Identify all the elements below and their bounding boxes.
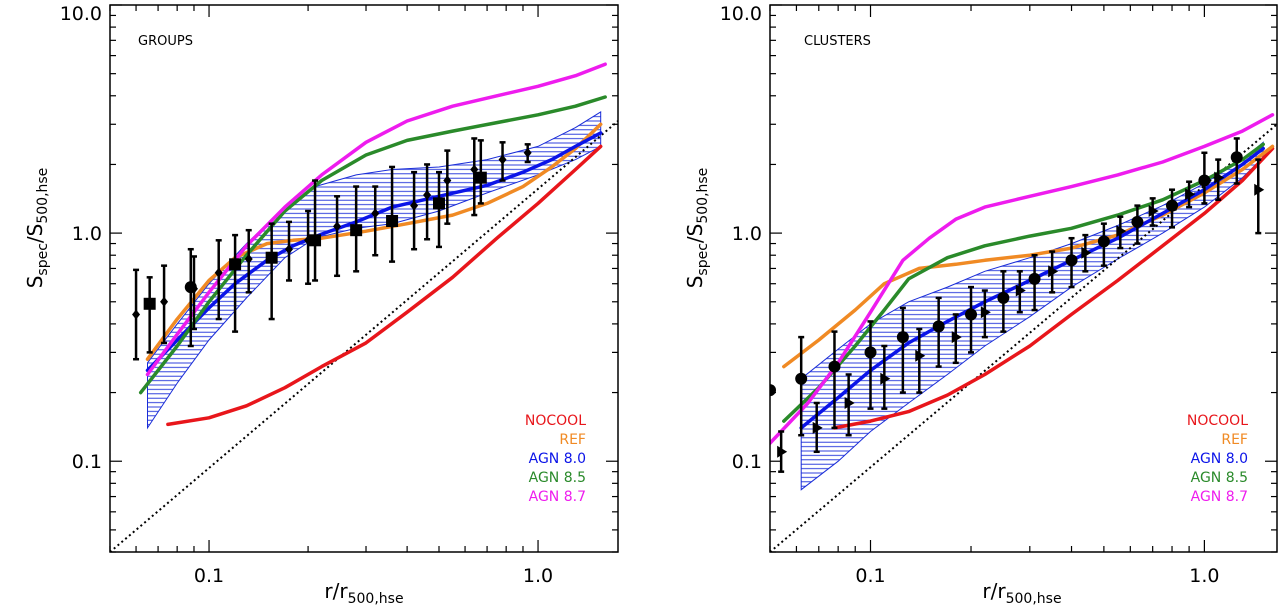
legend-entry-agn-8-5: AGN 8.5: [529, 470, 586, 486]
data-point-circle: [1230, 137, 1243, 185]
data-point-triangle: [1015, 270, 1026, 314]
data-point-circle: [896, 306, 909, 394]
data-point-diamond: [333, 195, 342, 278]
data-point-diamond: [443, 149, 452, 225]
x-axis-label-groups: r/r500,hse: [324, 579, 403, 606]
panel-groups: 0.1 1.0 0.1 1.0 10.0 GROUPS r/r500,hse Sspec…: [23, 3, 619, 606]
data-point-square: [309, 179, 322, 282]
uncertainty-band: [147, 110, 602, 430]
data-point-square: [350, 185, 363, 273]
legend-clusters: NOCOOL REF AGN 8.0 AGN 8.5 AGN 8.7: [1187, 413, 1248, 505]
x-tick-label: 0.1: [194, 565, 224, 587]
data-point-diamond: [423, 163, 432, 241]
series-line-agn-8-5: [782, 142, 1265, 423]
data-point-circle: [795, 335, 808, 437]
data-point-triangle: [1116, 215, 1127, 250]
axes-clusters: 0.1 1.0 0.1 1.0 10.0: [720, 3, 1278, 587]
data-point-diamond: [160, 264, 169, 345]
y-tick-label: 0.1: [72, 451, 102, 473]
legend-entry-nocool: NOCOOL: [525, 413, 586, 429]
data-point-square: [474, 139, 487, 205]
legend-entry-agn-8-7: AGN 8.7: [1191, 489, 1248, 505]
legend-entry-agn-8-5: AGN 8.5: [1191, 470, 1248, 486]
legend-entry-agn-8-0: AGN 8.0: [1191, 451, 1248, 467]
y-tick-label: 10.0: [720, 3, 762, 25]
reference-line: [110, 120, 618, 552]
series-line-nocool: [832, 146, 1275, 430]
series-line-agn-8-5: [138, 95, 607, 395]
data-point-triangle: [1214, 158, 1225, 202]
data-point-triangle: [777, 430, 788, 473]
data-point-triangle: [915, 327, 926, 394]
data-point-triangle: [1185, 180, 1196, 209]
data-point-triangle: [844, 373, 855, 437]
legend-entry-nocool: NOCOOL: [1187, 413, 1248, 429]
data-point-circle: [1097, 222, 1110, 267]
data-point-square: [386, 165, 399, 263]
panel-label-clusters: CLUSTERS: [804, 34, 871, 49]
data-point-diamond: [214, 239, 223, 321]
data-point-circle: [1198, 151, 1211, 205]
plot-frame: [109, 4, 619, 553]
legend-entry-ref: REF: [559, 432, 586, 448]
plot-area-clusters: [770, 113, 1277, 552]
data-point-circle: [965, 285, 978, 354]
data-point-diamond: [410, 170, 419, 251]
x-axis-label-clusters: r/r500,hse: [982, 579, 1061, 606]
data-point-triangle: [812, 401, 823, 454]
data-point-square: [265, 222, 278, 321]
data-point-circle: [828, 330, 841, 430]
data-point-circle: [864, 320, 877, 410]
data-point-diamond: [189, 255, 198, 331]
data-point-diamond: [470, 137, 479, 217]
data-point-diamond: [132, 268, 141, 361]
data-point-triangle: [1148, 197, 1159, 227]
x-tick-label: 1.0: [523, 565, 553, 587]
legend-entry-ref: REF: [1221, 432, 1248, 448]
data-point-triangle: [1081, 233, 1092, 273]
data-point-diamond: [523, 143, 532, 164]
data-point-diamond: [371, 185, 380, 257]
data-point-circle: [1166, 188, 1179, 229]
panel-label-groups: GROUPS: [138, 34, 193, 49]
data-point-triangle: [1048, 250, 1059, 294]
data-point-diamond: [284, 220, 293, 282]
data-point-square: [229, 233, 242, 333]
data-point-triangle: [1254, 158, 1265, 235]
y-tick-label: 0.1: [732, 451, 762, 473]
data-point-diamond: [244, 228, 253, 294]
data-point-square: [433, 170, 446, 249]
legend-groups: NOCOOL REF AGN 8.0 AGN 8.5 AGN 8.7: [525, 413, 586, 505]
data-point-circle: [997, 270, 1010, 333]
plot-frame: [769, 4, 1278, 553]
axes-groups: 0.1 1.0 0.1 1.0 10.0: [60, 3, 619, 587]
series-line-agn-8-7: [770, 113, 1275, 445]
y-tick-label: 10.0: [60, 3, 102, 25]
legend-entry-agn-8-0: AGN 8.0: [529, 451, 586, 467]
data-point-triangle: [880, 344, 891, 410]
reference-line: [770, 123, 1277, 552]
y-tick-label: 1.0: [72, 223, 102, 245]
y-tick-label: 1.0: [732, 223, 762, 245]
y-axis-label-groups: Sspec/S500,hse: [23, 168, 51, 289]
data-point-triangle: [980, 289, 991, 339]
data-point-circle: [1131, 204, 1144, 245]
data-point-triangle: [951, 313, 962, 365]
series-line-nocool: [166, 144, 603, 427]
series-line-agn-8-7: [145, 62, 607, 377]
plot-area-groups: [110, 62, 618, 552]
data-point-circle: [1028, 253, 1041, 312]
data-point-circle: [932, 296, 945, 368]
data-point-square: [143, 276, 156, 354]
panel-clusters: 0.1 1.0 0.1 1.0 10.0 CLUSTERS r/r500,hse Ssp…: [683, 3, 1278, 606]
x-tick-label: 0.1: [855, 565, 885, 587]
data-point-diamond: [498, 141, 507, 182]
y-axis-label-clusters: Sspec/S500,hse: [683, 168, 711, 289]
data-point-circle: [1065, 236, 1078, 289]
series-line-ref: [782, 144, 1275, 369]
x-tick-label: 1.0: [1189, 565, 1219, 587]
legend-entry-agn-8-7: AGN 8.7: [529, 489, 586, 505]
